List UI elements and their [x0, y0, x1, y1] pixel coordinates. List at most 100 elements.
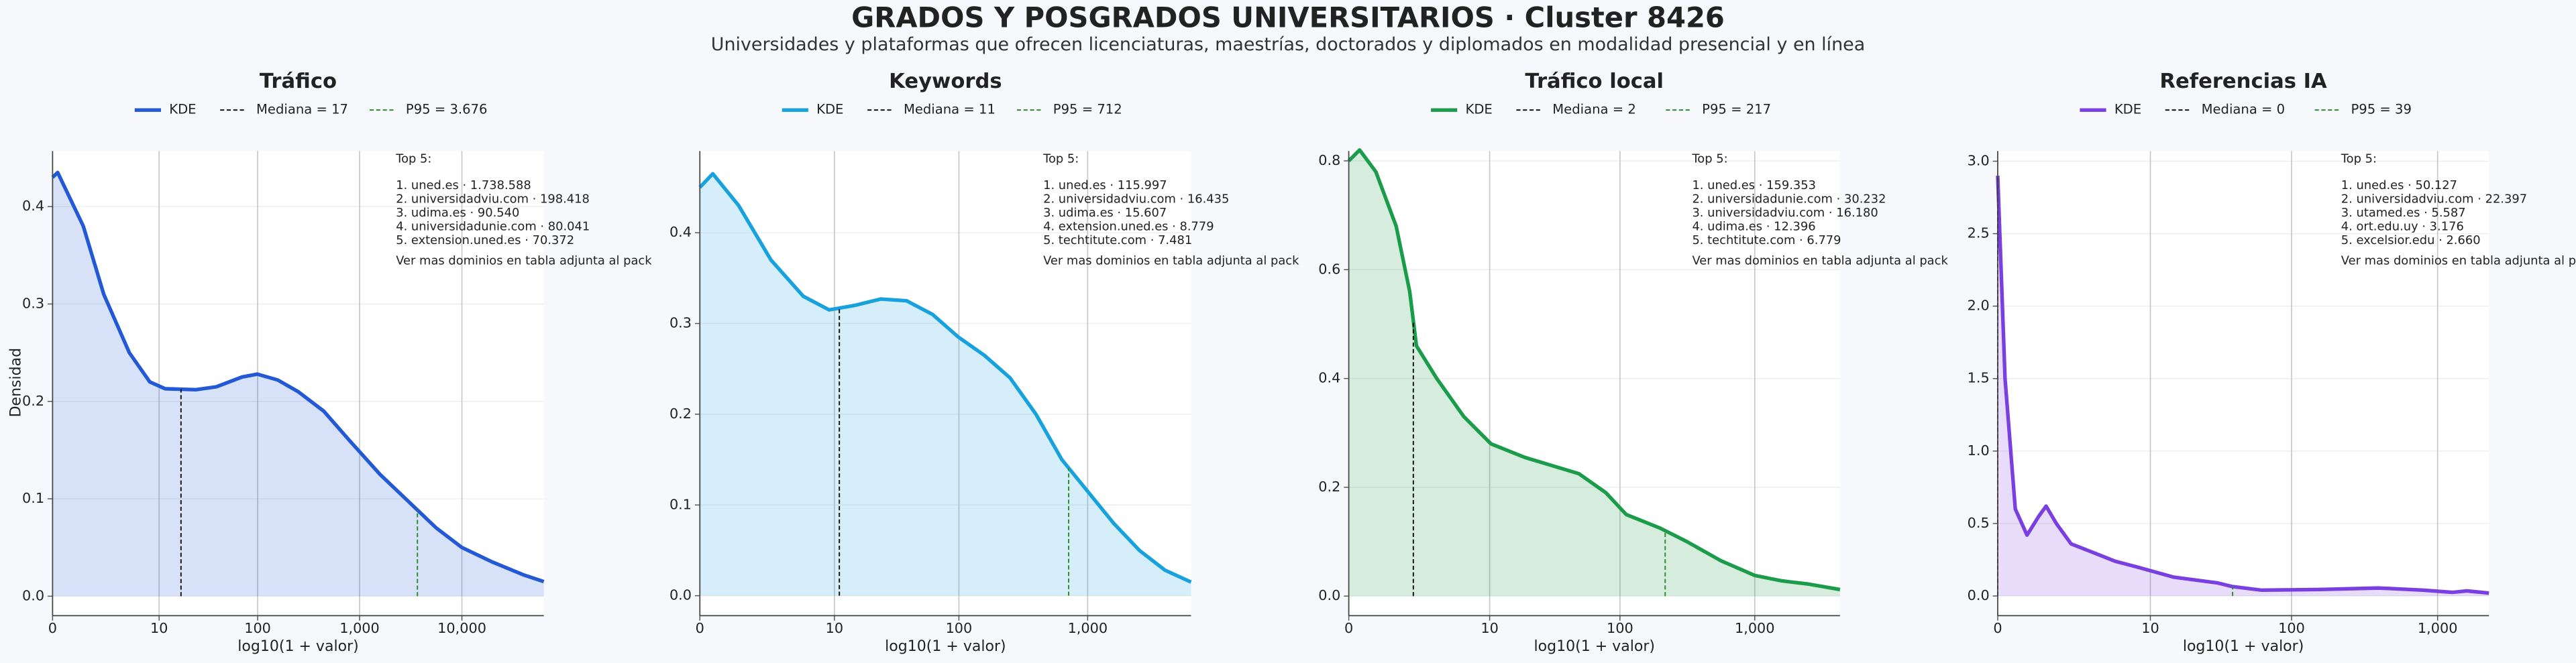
annotation-item: 1. uned.es · 50.127 [2341, 178, 2457, 192]
y-tick-label: 0.0 [1968, 587, 1990, 603]
y-tick-label: 1.5 [1968, 370, 1990, 386]
annotation-item: 4. universidadunie.com · 80.041 [396, 220, 590, 234]
y-tick-label: 0.1 [669, 496, 692, 512]
x-axis-label: log10(1 + valor) [237, 638, 359, 655]
y-tick-label: 0.0 [22, 587, 44, 603]
x-tick-label: 100 [244, 620, 271, 636]
annotation-item: 3. udima.es · 90.540 [396, 206, 519, 220]
annotation-note: Ver mas dominios en tabla adjunta al pac… [1043, 253, 1299, 267]
x-tick-label: 1,000 [2418, 620, 2458, 636]
y-tick-label: 1.0 [1968, 442, 1990, 459]
x-tick-label: 1,000 [1735, 620, 1775, 636]
panel-title: Keywords [889, 70, 1002, 93]
y-axis-label: Densidad [7, 348, 24, 418]
x-tick-label: 10 [150, 620, 168, 636]
annotation-title: Top 5: [1042, 152, 1079, 166]
x-tick-label: 10 [2141, 620, 2159, 636]
plot-area [700, 151, 1191, 616]
annotation-item: 3. universidadviu.com · 16.180 [1692, 206, 1878, 220]
x-tick-label: 100 [946, 620, 973, 636]
annotation-item: 1. uned.es · 159.353 [1692, 178, 1816, 192]
legend-label: KDE [816, 102, 843, 117]
legend-label: KDE [2114, 102, 2141, 117]
figure-subtitle: Universidades y plataformas que ofrecen … [711, 34, 1865, 55]
annotation-title: Top 5: [2341, 152, 2377, 166]
legend-label: Mediana = 17 [256, 102, 348, 117]
x-tick-label: 0 [1993, 620, 2002, 636]
figure-title: GRADOS Y POSGRADOS UNIVERSITARIOS · Clus… [851, 1, 1725, 34]
y-tick-label: 2.5 [1968, 225, 1990, 241]
y-tick-label: 0.2 [669, 406, 692, 422]
kde-fill [1348, 149, 1840, 597]
annotation-item: 4. extension.uned.es · 8.779 [1043, 220, 1214, 234]
y-tick-label: 0.8 [1318, 152, 1340, 168]
annotation-title: Top 5: [395, 152, 431, 166]
legend-label: P95 = 712 [1053, 102, 1122, 117]
y-tick-label: 0.4 [669, 224, 692, 240]
annotation-item: 4. ort.edu.uy · 3.176 [2341, 220, 2464, 234]
legend-label: P95 = 39 [2351, 102, 2411, 117]
y-tick-label: 0.4 [22, 198, 44, 214]
kde-fill [1997, 176, 2489, 597]
plot-area [1997, 151, 2489, 616]
kde-fill [52, 172, 544, 597]
annotation-item: 5. extension.uned.es · 70.372 [396, 233, 574, 247]
y-tick-label: 0.3 [669, 315, 692, 331]
y-tick-label: 0.4 [1318, 370, 1340, 386]
legend-label: Mediana = 2 [1552, 102, 1636, 117]
annotation-item: 5. excelsior.edu · 2.660 [2341, 233, 2481, 247]
annotation-item: 2. universidadviu.com · 16.435 [1043, 192, 1229, 206]
x-tick-label: 10 [1481, 620, 1498, 636]
x-tick-label: 0 [48, 620, 57, 636]
x-tick-label: 0 [1344, 620, 1353, 636]
kde-line [1996, 176, 2489, 595]
x-tick-label: 100 [2278, 620, 2305, 636]
y-tick-label: 0.2 [22, 393, 44, 409]
annotation-item: 5. techtitute.com · 6.779 [1692, 233, 1841, 247]
x-tick-label: 10,000 [437, 620, 486, 636]
annotation-item: 2. universidadunie.com · 30.232 [1692, 192, 1886, 206]
x-tick-label: 100 [1607, 620, 1633, 636]
kde-line [51, 170, 545, 584]
y-tick-label: 0.2 [1318, 479, 1340, 495]
legend-label: KDE [1465, 102, 1492, 117]
panel-title: Referencias IA [2159, 70, 2327, 93]
y-tick-label: 0.5 [1968, 515, 1990, 531]
annotation-item: 5. techtitute.com · 7.481 [1043, 233, 1192, 247]
y-tick-label: 0.0 [1318, 587, 1340, 603]
annotation-item: 1. uned.es · 115.997 [1043, 178, 1167, 192]
panel-title: Tráfico local [1525, 70, 1664, 93]
y-tick-label: 3.0 [1968, 152, 1990, 168]
legend-label: Mediana = 0 [2202, 102, 2286, 117]
legend-label: P95 = 217 [1702, 102, 1771, 117]
panel-title: Tráfico [260, 70, 337, 93]
x-tick-label: 1,000 [339, 620, 380, 636]
annotation-note: Ver mas dominios en tabla adjunta al pac… [2341, 253, 2576, 267]
x-axis-label: log10(1 + valor) [885, 638, 1006, 655]
y-tick-label: 2.0 [1968, 298, 1990, 314]
y-tick-label: 0.1 [22, 490, 44, 506]
plot-area [1348, 151, 1840, 616]
kde-line [698, 172, 1192, 584]
legend-label: P95 = 3.676 [406, 102, 488, 117]
x-tick-label: 10 [826, 620, 843, 636]
x-axis-label: log10(1 + valor) [2183, 638, 2304, 655]
legend-label: Mediana = 11 [904, 102, 996, 117]
y-tick-label: 0.6 [1318, 261, 1340, 277]
kde-line [1347, 148, 1841, 592]
annotation-item: 2. universidadviu.com · 22.397 [2341, 192, 2527, 206]
y-tick-label: 0.0 [669, 587, 692, 603]
annotation-note: Ver mas dominios en tabla adjunta al pac… [1692, 253, 1948, 267]
annotation-item: 3. utamed.es · 5.587 [2341, 206, 2466, 220]
annotation-item: 4. udima.es · 12.396 [1692, 220, 1815, 234]
legend-label: KDE [169, 102, 196, 117]
x-axis-label: log10(1 + valor) [1534, 638, 1655, 655]
x-tick-label: 1,000 [1068, 620, 1108, 636]
annotation-title: Top 5: [1691, 152, 1727, 166]
annotation-item: 2. universidadviu.com · 198.418 [396, 192, 590, 206]
annotation-item: 1. uned.es · 1.738.588 [396, 178, 531, 192]
x-tick-label: 0 [696, 620, 704, 636]
annotation-item: 3. udima.es · 15.607 [1043, 206, 1167, 220]
y-tick-label: 0.3 [22, 295, 44, 311]
